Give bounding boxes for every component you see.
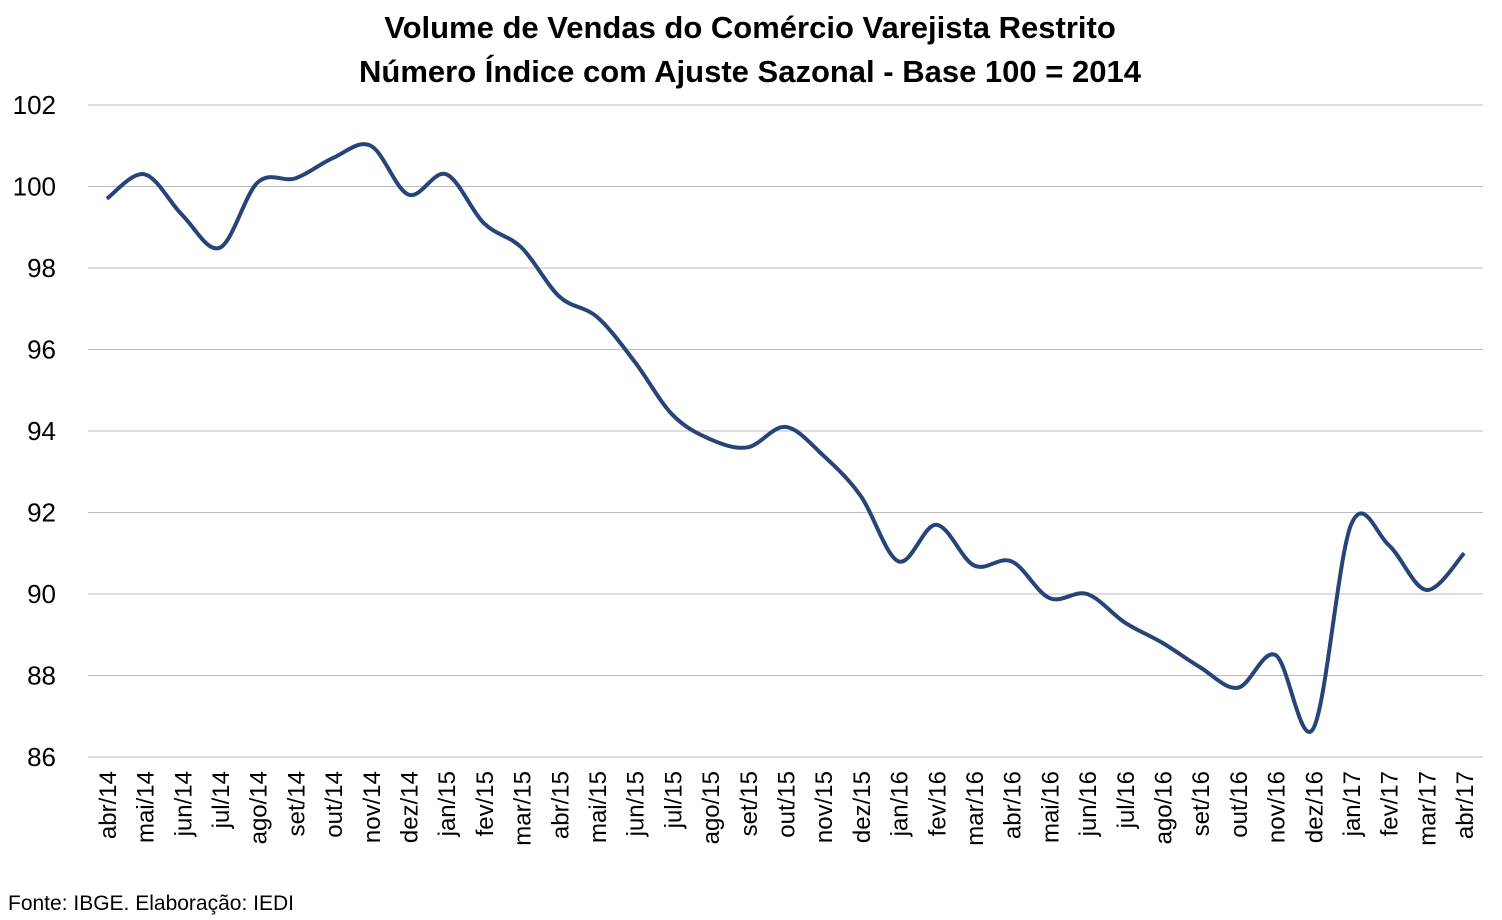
x-tick-label: mai/16	[1037, 771, 1064, 843]
x-tick-label: mai/15	[585, 771, 612, 843]
y-tick-label: 100	[13, 172, 56, 202]
x-tick-label: dez/14	[396, 771, 423, 843]
y-tick-label: 98	[27, 253, 56, 283]
data-line	[105, 142, 1466, 734]
x-tick-label: ago/16	[1151, 771, 1178, 844]
x-tick-label: out/15	[774, 771, 801, 838]
x-tick-label: dez/15	[849, 771, 876, 843]
y-tick-label: 94	[27, 416, 56, 446]
y-tick-label: 90	[27, 579, 56, 609]
y-tick-label: 96	[27, 335, 56, 365]
y-tick-label: 86	[27, 742, 56, 772]
x-tick-label: mar/16	[962, 771, 989, 846]
x-tick-label: mar/15	[510, 771, 537, 846]
x-tick-label: jun/14	[170, 771, 197, 837]
x-tick-label: abr/16	[1000, 771, 1027, 839]
x-tick-label: fev/17	[1377, 771, 1404, 836]
x-tick-label: jul/15	[660, 771, 687, 829]
x-tick-label: set/14	[283, 771, 310, 836]
x-tick-label: jun/15	[623, 771, 650, 837]
x-tick-label: jan/17	[1339, 771, 1366, 837]
x-tick-label: set/16	[1188, 771, 1215, 836]
x-tick-label: jan/16	[887, 771, 914, 837]
source-note: Fonte: IBGE. Elaboração: IEDI	[8, 892, 294, 915]
x-tick-label: dez/16	[1301, 771, 1328, 843]
x-tick-label: set/15	[736, 771, 763, 836]
x-tick-label: ago/15	[698, 771, 725, 844]
x-tick-label: nov/16	[1264, 771, 1291, 843]
y-tick-label: 92	[27, 498, 56, 528]
x-tick-label: nov/14	[359, 771, 386, 843]
x-tick-label: out/14	[321, 771, 348, 838]
x-tick-label: fev/15	[472, 771, 499, 836]
x-tick-label: abr/17	[1452, 771, 1479, 839]
y-tick-label: 88	[27, 661, 56, 691]
x-tick-label: fev/16	[924, 771, 951, 836]
x-tick-label: ago/14	[246, 771, 273, 844]
x-tick-label: jul/14	[208, 771, 235, 829]
x-tick-label: jan/15	[434, 771, 461, 837]
chart-subtitle: Número Índice com Ajuste Sazonal - Base …	[359, 54, 1142, 89]
x-tick-label: mai/14	[133, 771, 160, 843]
x-tick-label: out/16	[1226, 771, 1253, 838]
x-tick-label: abr/14	[95, 771, 122, 839]
x-tick-label: jul/16	[1113, 771, 1140, 829]
x-tick-label: abr/15	[547, 771, 574, 839]
chart-title: Volume de Vendas do Comércio Varejista R…	[384, 10, 1116, 45]
x-tick-label: nov/15	[811, 771, 838, 843]
x-tick-label: mar/17	[1414, 771, 1441, 846]
y-tick-label: 102	[13, 90, 56, 120]
x-tick-label: jun/16	[1075, 771, 1102, 837]
